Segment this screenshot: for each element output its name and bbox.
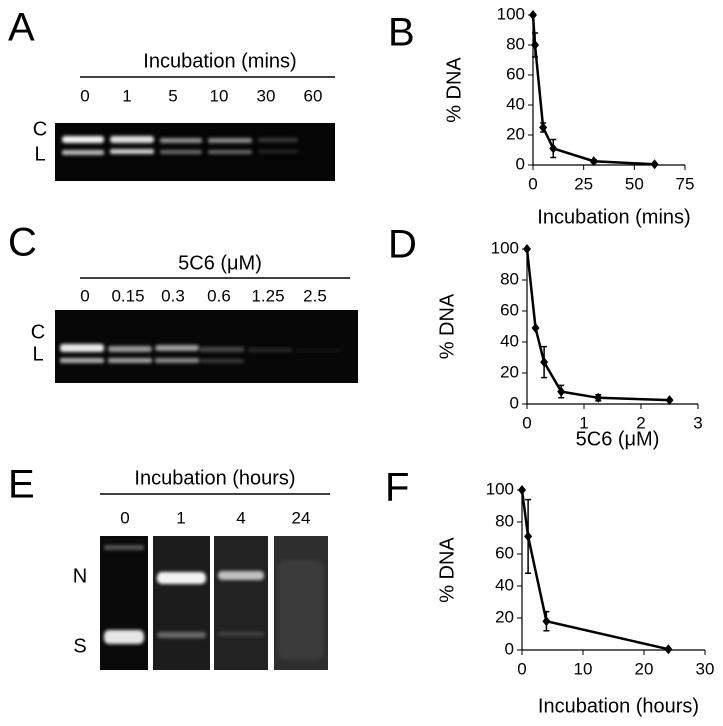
panel-label: A [8, 6, 35, 50]
lane-label: 0 [80, 86, 89, 105]
x-tick-label: 0 [517, 659, 526, 678]
y-tick-label: 20 [500, 362, 519, 381]
y-tick-label: 20 [506, 124, 525, 143]
lane-label: 1 [176, 508, 185, 527]
data-line [520, 489, 669, 651]
x-tick-label: 2 [636, 413, 645, 432]
data-point [531, 40, 540, 50]
y-tick-label: 40 [495, 575, 514, 594]
data-point [524, 531, 533, 542]
x-tick-label: 0 [522, 413, 531, 432]
x-axis-label: 5C6 (μM) [576, 428, 660, 450]
data-point [523, 244, 531, 254]
band-label: L [34, 143, 45, 165]
lane-label: 1.25 [251, 286, 284, 305]
x-tick-label: 20 [635, 659, 654, 678]
gel-title: 5C6 (μM) [178, 252, 262, 274]
data-line [525, 248, 670, 402]
gel-image [55, 310, 358, 383]
lane-label: 0 [120, 508, 129, 527]
panel-label: E [8, 463, 35, 507]
data-point [540, 357, 549, 368]
x-axis-label: Incubation (hours) [538, 695, 699, 717]
data-point [589, 156, 598, 167]
y-axis-label: % DNA [443, 57, 465, 123]
band-label: N [73, 565, 87, 587]
y-tick-label: 40 [500, 331, 519, 350]
x-tick-label: 50 [625, 174, 644, 193]
data-point [665, 395, 674, 406]
lane-label: 30 [257, 86, 276, 105]
data-point [664, 644, 673, 655]
data-point [650, 159, 659, 170]
band-label: C [31, 321, 45, 343]
y-tick-label: 60 [506, 64, 525, 83]
gel-title: Incubation (hours) [134, 467, 295, 489]
y-tick-label: 40 [506, 94, 525, 113]
lane-label: 2.5 [303, 286, 327, 305]
data-point [557, 386, 566, 397]
lane-label: 10 [210, 86, 229, 105]
y-tick-label: 0 [505, 639, 514, 658]
x-tick-label: 75 [676, 174, 695, 193]
data-point [549, 143, 558, 154]
x-tick-label: 10 [574, 659, 593, 678]
band-label: S [73, 635, 86, 657]
data-point [542, 616, 551, 627]
data-point [531, 323, 540, 334]
data-point [539, 122, 548, 133]
data-point [529, 10, 537, 20]
data-line [531, 14, 655, 166]
x-tick-label: 3 [693, 413, 702, 432]
x-tick-label: 0 [528, 174, 537, 193]
lane-label: 0.6 [207, 286, 231, 305]
y-tick-label: 80 [500, 269, 519, 288]
lane-label: 0.3 [161, 286, 185, 305]
gel-image [100, 536, 328, 670]
y-tick-label: 100 [497, 4, 525, 23]
y-tick-label: 0 [510, 393, 519, 412]
y-tick-label: 60 [500, 300, 519, 319]
y-axis-label: % DNA [436, 537, 458, 603]
band-label: L [32, 343, 43, 365]
lane-label: 4 [236, 508, 245, 527]
lane-label: 5 [168, 86, 177, 105]
x-axis-label: Incubation (mins) [537, 206, 690, 228]
y-tick-label: 80 [495, 511, 514, 530]
data-point [594, 392, 603, 403]
lane-label: 0 [80, 286, 89, 305]
y-tick-label: 80 [506, 34, 525, 53]
lane-label: 60 [304, 86, 323, 105]
y-tick-label: 20 [495, 607, 514, 626]
lane-label: 1 [122, 86, 131, 105]
gel-image [55, 123, 335, 181]
panel-label: C [8, 221, 37, 265]
x-tick-label: 1 [579, 413, 588, 432]
x-tick-label: 30 [696, 659, 715, 678]
y-tick-label: 100 [486, 479, 514, 498]
gel-title: Incubation (mins) [143, 50, 296, 72]
y-tick-label: 60 [495, 543, 514, 562]
panel-label: F [385, 466, 409, 510]
lane-label: 24 [292, 508, 311, 527]
y-tick-label: 0 [516, 154, 525, 173]
lane-label: 0.15 [111, 286, 144, 305]
panel-label: D [388, 223, 417, 267]
panel-label: B [388, 11, 415, 55]
data-point [518, 485, 526, 495]
y-tick-label: 100 [491, 238, 519, 257]
y-axis-label: % DNA [436, 293, 458, 359]
band-label: C [33, 118, 47, 140]
x-tick-label: 25 [574, 174, 593, 193]
